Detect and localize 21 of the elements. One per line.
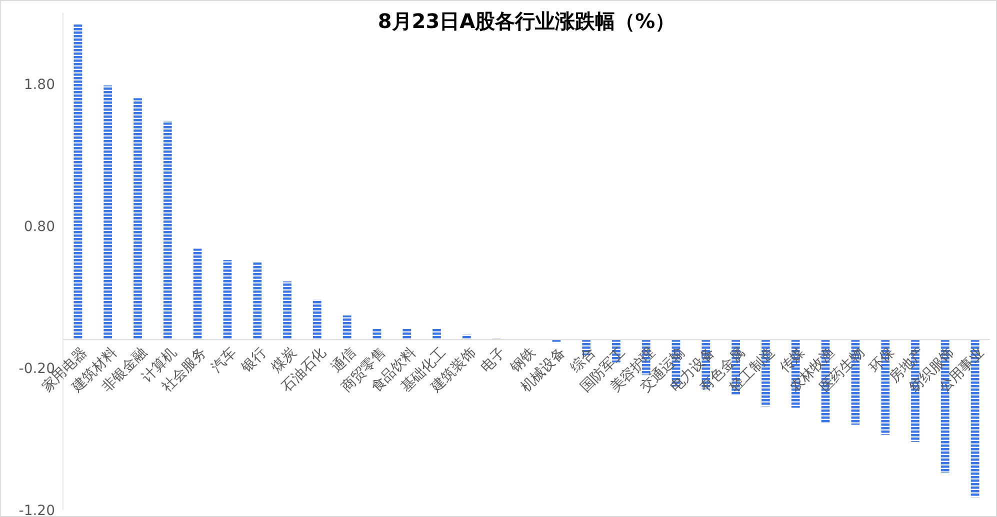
y-tick-label: 0.80 xyxy=(24,218,55,235)
bar xyxy=(312,300,322,340)
bar xyxy=(104,85,112,340)
bar xyxy=(432,328,441,340)
x-tick-label: 银行 xyxy=(238,344,270,376)
x-tick-label: 电子 xyxy=(478,344,509,376)
chart-title: 8月23日A股各行业涨跌幅（%） xyxy=(378,9,676,33)
x-tick-label: 汽车 xyxy=(208,344,240,376)
y-tick-label: -1.20 xyxy=(18,502,55,517)
bar xyxy=(402,328,412,340)
bar xyxy=(193,248,202,340)
bar xyxy=(342,315,352,340)
bar xyxy=(223,260,232,340)
bar xyxy=(283,281,292,340)
bar xyxy=(372,328,382,340)
bar xyxy=(74,24,82,340)
bar xyxy=(134,98,142,340)
bar xyxy=(462,334,471,340)
bar xyxy=(163,120,172,340)
bar xyxy=(253,262,262,340)
y-tick-label: 1.80 xyxy=(24,76,55,93)
